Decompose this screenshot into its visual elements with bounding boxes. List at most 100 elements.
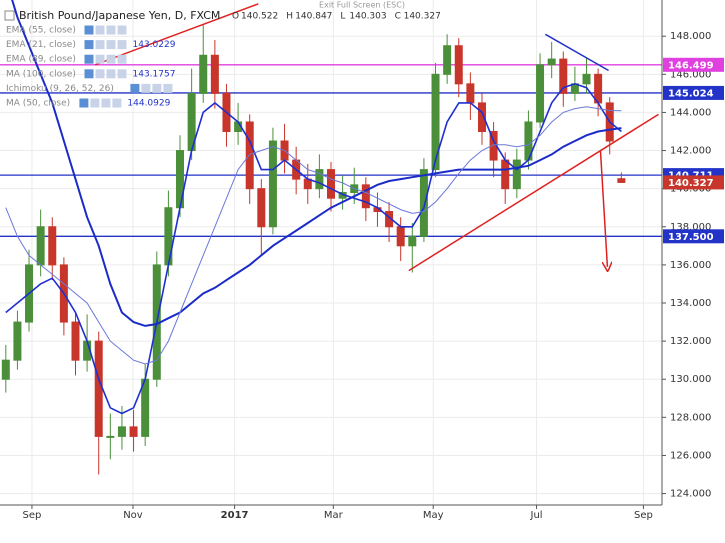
legend-entry: EMA (55, close) <box>6 26 76 36</box>
y-tick-label: 124.000 <box>670 489 711 500</box>
legend-icon[interactable] <box>84 25 94 35</box>
legend-icon[interactable] <box>117 69 127 79</box>
last-price-tag <box>663 175 724 190</box>
exit-fullscreen[interactable]: Exit Full Screen (ESC) <box>319 1 405 10</box>
candle-body <box>477 102 486 132</box>
x-tick-label: Sep <box>23 510 42 521</box>
legend-entry: MA (50, close) <box>6 99 70 109</box>
ma-line <box>5 106 622 365</box>
legend: EMA (55, close) EMA (21, close) 143.0229 EM… <box>6 25 176 109</box>
ohlc-value: 140.327 <box>404 12 441 22</box>
legend-value: 144.0929 <box>127 99 170 109</box>
legend-icon[interactable] <box>106 54 116 64</box>
ohlc-key: O <box>232 12 239 22</box>
y-tick-label: 136.000 <box>670 260 711 271</box>
legend-icon[interactable] <box>95 40 105 50</box>
ohlc-value: 140.847 <box>295 12 332 22</box>
chart-title: British Pound/Japanese Yen, D, FXCM <box>19 9 220 22</box>
legend-entry: EMA (89, close) <box>6 55 76 65</box>
trendline <box>94 3 259 66</box>
y-tick-label: 132.000 <box>670 336 711 347</box>
x-tick-label: 2017 <box>221 510 249 521</box>
y-tick-label: 148.000 <box>670 31 711 42</box>
candle-body <box>210 54 219 94</box>
y-tick-label: 144.000 <box>670 107 711 118</box>
candle-body <box>94 340 103 437</box>
legend-icon[interactable] <box>117 54 127 64</box>
candle-body <box>396 226 405 247</box>
level-tag <box>663 57 724 72</box>
candle-body <box>141 378 150 437</box>
candle-body <box>1 359 10 380</box>
legend-icon[interactable] <box>95 25 105 35</box>
ohlc-key: C <box>395 12 401 22</box>
candle-body <box>361 184 370 209</box>
ohlc-key: H <box>286 12 293 22</box>
legend-icon[interactable] <box>95 54 105 64</box>
legend-entry: EMA (21, close) <box>6 40 76 50</box>
candle-body <box>257 188 266 228</box>
candle-body <box>454 45 463 85</box>
x-tick-label: Mar <box>324 510 344 521</box>
y-tick-label: 130.000 <box>670 374 711 385</box>
ohlc-value: 140.303 <box>349 12 386 22</box>
level-tag <box>663 85 724 100</box>
collapse-icon[interactable] <box>4 10 15 21</box>
legend-icon[interactable] <box>95 69 105 79</box>
arrow <box>599 150 607 267</box>
plot-area <box>0 0 662 475</box>
legend-icon[interactable] <box>106 25 116 35</box>
legend-icon[interactable] <box>90 98 100 108</box>
legend-entry: MA (100, close) <box>6 69 76 79</box>
candle-body <box>512 159 521 190</box>
legend-icon[interactable] <box>101 98 111 108</box>
last-price-label: 140.327 <box>668 178 714 189</box>
ohlc-value: 140.522 <box>241 12 278 22</box>
level-tag-label: 146.499 <box>668 60 714 71</box>
legend-icon[interactable] <box>79 98 89 108</box>
candle-body <box>617 178 626 183</box>
candle-body <box>199 54 208 94</box>
level-tag-label: 137.500 <box>668 232 714 243</box>
legend-icon[interactable] <box>163 83 173 93</box>
legend-icon[interactable] <box>152 83 162 93</box>
legend-icon[interactable] <box>106 40 116 50</box>
y-tick-label: 138.000 <box>670 222 711 233</box>
legend-icon[interactable] <box>112 98 122 108</box>
y-tick-label: 128.000 <box>670 412 711 423</box>
legend-entry: Ichimoku (9, 26, 52, 26) <box>6 84 114 94</box>
axes: 124.000 126.000 128.000 130.000 132.000 134.0… <box>23 31 724 521</box>
legend-icon[interactable] <box>141 83 151 93</box>
y-tick-label: 142.000 <box>670 146 711 157</box>
x-tick-label: Jul <box>530 510 543 521</box>
legend-icon[interactable] <box>106 69 116 79</box>
level-tag <box>663 229 724 244</box>
y-tick-label: 146.000 <box>670 69 711 80</box>
x-tick-label: Sep <box>634 510 653 521</box>
candle-body <box>13 321 22 361</box>
candle-body <box>431 73 440 171</box>
candle-body <box>443 45 452 75</box>
candle-body <box>129 426 138 437</box>
legend-icon[interactable] <box>84 69 94 79</box>
legend-value: 143.1757 <box>133 69 176 79</box>
candle-body <box>117 426 126 437</box>
candle-body <box>327 169 335 199</box>
candle-body <box>501 159 510 190</box>
candle-body <box>268 140 277 228</box>
legend-icon[interactable] <box>117 25 127 35</box>
legend-icon[interactable] <box>130 83 140 93</box>
candle-body <box>466 83 475 104</box>
ma-line <box>11 0 622 327</box>
candle-body <box>36 226 45 266</box>
ohlc-readout: O 140.522 H 140.847 L 140.303 C 140.327 <box>232 12 441 22</box>
trendline <box>545 33 609 72</box>
legend-icon[interactable] <box>84 54 94 64</box>
y-tick-label: 126.000 <box>670 450 711 461</box>
candle-body <box>536 64 545 123</box>
legend-icon[interactable] <box>84 40 94 50</box>
x-tick-label: Nov <box>123 510 143 521</box>
legend-icon[interactable] <box>117 40 127 50</box>
